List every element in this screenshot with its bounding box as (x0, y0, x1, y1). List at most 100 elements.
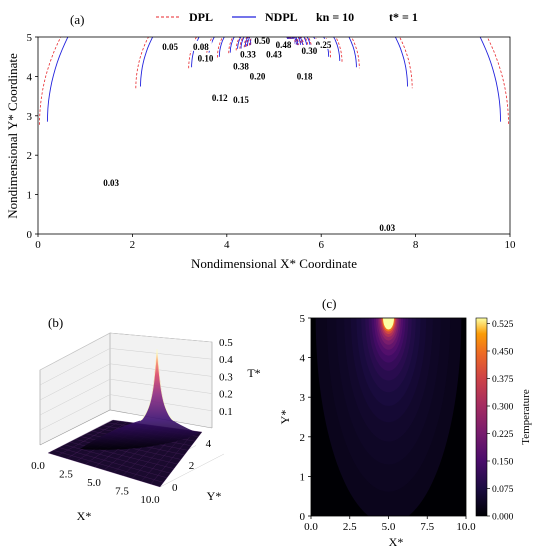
contour-label: 0.20 (250, 71, 266, 81)
contour-label-bg (312, 38, 335, 49)
y-tick-label-b: 2 (189, 460, 195, 472)
y-axis-title-a: Nondimensional Y* Coordinate (5, 53, 20, 219)
x-axis-title-c: X* (389, 535, 404, 549)
y-tick-label-c: 2 (300, 432, 306, 444)
grid-line-z (39, 378, 213, 416)
y-tick-label-c: 0 (300, 511, 306, 523)
contour-label: 0.08 (193, 42, 209, 52)
x-axis-title-a: Nondimensional X* Coordinate (191, 256, 357, 271)
contour-label-bg (229, 94, 252, 105)
colorbar-ticks: 0.000 0.075 0.150 0.225 0.300 0.375 0.450 0.525 (487, 320, 514, 523)
contour-label-bg (272, 38, 295, 49)
contour-label-bg (293, 70, 316, 81)
y-tick-label-a: 4 (27, 71, 33, 83)
colorbar-tick-label: 0.300 (492, 403, 514, 413)
contour-label: 0.18 (297, 71, 313, 81)
y-tick-label-b: 0 (172, 482, 178, 494)
axes-a: 0 2 4 6 8 10 0 1 2 3 4 5 (27, 32, 517, 251)
contour-label: 0.43 (266, 50, 282, 60)
grid-line-z (39, 363, 213, 401)
x-tick-label-a: 2 (130, 239, 136, 251)
y-tick-label-c: 1 (300, 471, 306, 483)
contour-label: 0.15 (233, 95, 249, 105)
y-tick-label-a: 5 (27, 32, 33, 44)
axes-b: 0.0 2.5 5.0 7.5 10.0 024 0.1 0.2 0.3 0.4 0.5 (31, 337, 233, 506)
grid-line-z (39, 332, 213, 371)
y-axis-title-b: Y* (207, 489, 222, 503)
colorbar-tick-label: 0.525 (492, 320, 514, 330)
y-tick-label-a: 1 (27, 190, 33, 202)
x-tick-label-a: 10 (505, 239, 517, 251)
y-tick-label-c: 3 (300, 392, 306, 404)
heatmap-field (315, 318, 462, 516)
colorbar-tick-label: 0.075 (492, 485, 514, 495)
heatmap-band (382, 318, 395, 330)
contour-labels: 0.03 0.03 0.05 0.08 0.10 0.12 0.15 0.18 0.20 0.25… (100, 34, 399, 233)
colorbar-tick-label: 0.225 (492, 430, 514, 440)
x-tick-label-b: 7.5 (115, 486, 129, 498)
grid-line-z (39, 394, 213, 431)
x-tick-label-b: 0.0 (31, 460, 45, 472)
x-tick-label-c: 2.5 (343, 521, 357, 533)
z-tick-label-b: 0.5 (219, 337, 233, 349)
contour-label: 0.05 (162, 42, 178, 52)
colorbar-tick-label: 0.000 (492, 513, 514, 523)
contour-label: 0.38 (233, 62, 249, 72)
contour-label-bg (298, 44, 321, 55)
y-tick-label-a: 2 (27, 150, 33, 162)
y-axis-title-c: Y* (278, 410, 292, 425)
mesh-line (150, 430, 195, 485)
surface-peak (80, 349, 200, 450)
axes-c: 0.0 2.5 5.0 7.5 10.0 0 1 2 3 4 5 (300, 313, 477, 533)
x-tick-label-a: 4 (224, 239, 230, 251)
contour-label: 0.03 (379, 223, 395, 233)
x-tick-label-c: 10.0 (456, 521, 476, 533)
panel-a: (a) DPL NDPL kn = 10 t* = 1 0.03 0.03 0.05… (5, 10, 516, 271)
floor-back-edges (39, 409, 213, 446)
x-tick-label-c: 5.0 (382, 521, 396, 533)
colorbar (475, 317, 488, 517)
contour-label: 0.30 (302, 46, 318, 56)
contour-label-bg (229, 60, 252, 71)
z-tick-label-b: 0.2 (219, 389, 233, 401)
legend-annotation-time: t* = 1 (389, 10, 418, 24)
legend-label-ndpl: NDPL (265, 10, 298, 24)
x-tick-label-b: 5.0 (87, 477, 101, 489)
contour-label-bg (251, 34, 274, 45)
x-tick-label-a: 0 (35, 239, 41, 251)
x-tick-label-a: 6 (318, 239, 324, 251)
x-tick-label-b: 10.0 (140, 494, 160, 506)
panel-a-label: (a) (70, 12, 84, 27)
contour-label: 0.50 (254, 36, 270, 46)
grid-line-x (159, 453, 225, 488)
z-tick-label-b: 0.3 (219, 371, 233, 383)
grid-line-z (39, 348, 213, 386)
surface-ridge (139, 348, 175, 422)
z-tick-label-b: 0.4 (219, 354, 233, 366)
contour-label-bg (263, 48, 285, 59)
y-tick-label-c: 5 (300, 313, 306, 325)
contour-label-bg (376, 222, 399, 233)
contour-label: 0.48 (276, 40, 292, 50)
x-tick-label-a: 8 (413, 239, 419, 251)
mesh-line (159, 431, 203, 488)
x-tick-label-c: 7.5 (420, 521, 434, 533)
y-tick-label-b: 4 (206, 438, 212, 450)
contour-label-bg (246, 70, 269, 81)
colorbar-tick-label: 0.375 (492, 375, 514, 385)
colorbar-tick-label: 0.150 (492, 458, 514, 468)
legend: DPL NDPL kn = 10 t* = 1 (156, 10, 418, 24)
contour-label-bg (189, 40, 212, 51)
contour-label-bg (237, 48, 260, 59)
x-axis-title-b: X* (77, 509, 92, 523)
contour-label-bg (194, 52, 217, 63)
contour-label: 0.03 (103, 178, 119, 188)
contour-label-bg (159, 40, 182, 51)
colorbar-title: Temperature (520, 389, 532, 445)
x-tick-label-c: 0.0 (304, 521, 318, 533)
panel-b-label: (b) (48, 315, 63, 330)
z-axis-title-b: T* (247, 366, 260, 380)
contour-label: 0.25 (316, 40, 332, 50)
